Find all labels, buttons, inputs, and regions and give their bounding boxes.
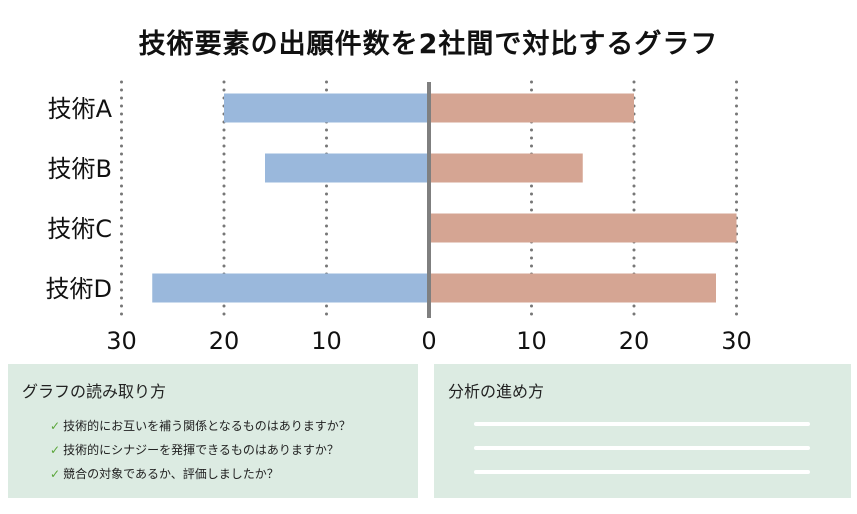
right-bar [429,93,634,123]
left-bar [152,273,429,303]
right-bar [429,273,716,303]
x-tick-label: 30 [106,327,137,355]
x-tick-label: 10 [516,327,547,355]
category-label: 技術A [48,95,113,123]
left-bar [265,153,429,183]
x-tick-label: 20 [619,327,650,355]
reading-guide-item: ✓ 競合の対象であるか、評価しましたか？ [50,466,351,490]
category-label: 技術B [48,155,112,183]
reading-guide-item-text: 技術的にシナジーを発揮できるものはありますか？ [63,443,339,457]
diverging-bar-chart: 技術A 技術B 技術C 技術D 30 20 10 0 10 20 30 [46,80,752,355]
reading-guide-item: ✓ 技術的にシナジーを発揮できるものはありますか？ [50,442,351,466]
category-label: 技術D [46,275,112,303]
reading-guide-panel: グラフの読み取り方 ✓ 技術的にお互いを補う関係となるものはありますか？ ✓ 技術的… [8,364,418,498]
right-bar [429,153,583,183]
x-tick-label: 10 [311,327,342,355]
reading-guide-item: ✓ 技術的にお互いを補う関係となるものはありますか？ [50,418,351,442]
x-tick-label: 0 [421,327,436,355]
left-bar [224,93,429,123]
x-tick-label: 20 [209,327,240,355]
blank-input-line [474,446,810,450]
check-icon: ✓ [50,443,61,457]
reading-guide-item-text: 技術的にお互いを補う関係となるものはありますか？ [63,419,351,433]
category-label: 技術C [47,215,112,243]
analysis-method-panel: 分析の進め方 [434,364,851,498]
x-tick-label: 30 [721,327,752,355]
chart-title: 技術要素の出願件数を2社間で対比するグラフ [138,29,719,60]
check-icon: ✓ [50,419,61,433]
analysis-method-title: 分析の進め方 [448,382,545,401]
reading-guide-list: ✓ 技術的にお互いを補う関係となるものはありますか？ ✓ 技術的にシナジーを発揮でき… [50,418,351,490]
reading-guide-title: グラフの読み取り方 [22,382,167,401]
right-bar [429,213,737,243]
blank-input-line [474,470,810,474]
reading-guide-item-text: 競合の対象であるか、評価しましたか？ [63,467,279,481]
blank-input-line [474,422,810,426]
check-icon: ✓ [50,467,61,481]
